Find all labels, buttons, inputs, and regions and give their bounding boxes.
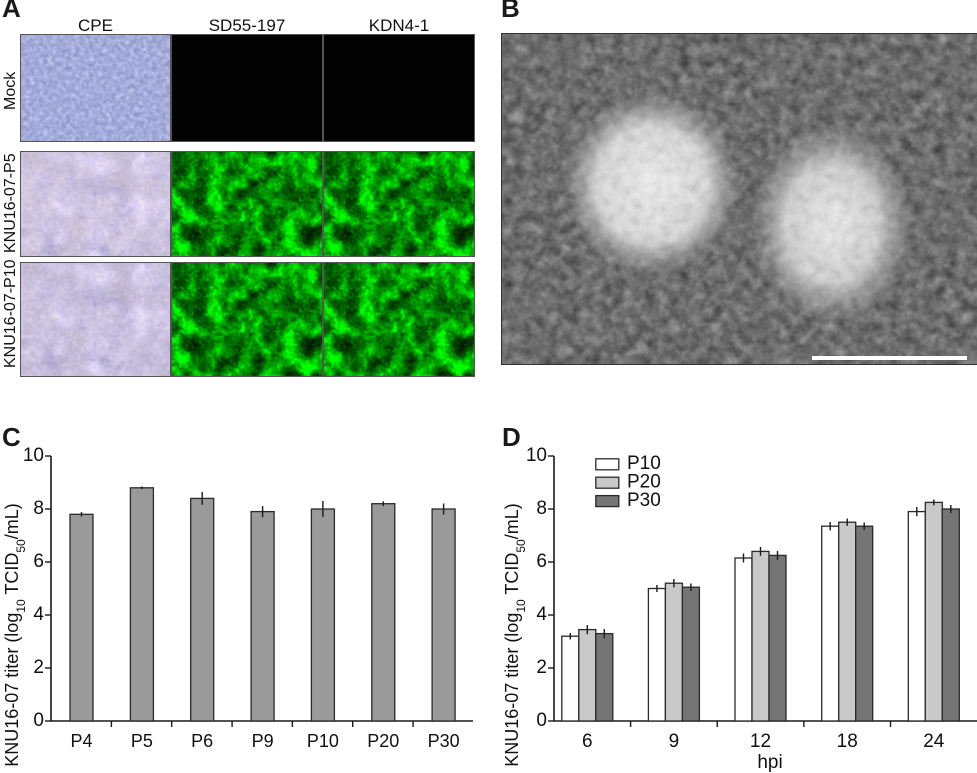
svg-text:P30: P30 bbox=[627, 490, 661, 511]
svg-text:KNU16-07 titer (log10 TCID50/m: KNU16-07 titer (log10 TCID50/mL) bbox=[2, 503, 28, 766]
svg-text:10: 10 bbox=[526, 445, 547, 466]
svg-text:4: 4 bbox=[33, 604, 44, 625]
svg-text:24: 24 bbox=[923, 731, 945, 752]
svg-text:8: 8 bbox=[33, 498, 44, 519]
svg-text:P20: P20 bbox=[367, 731, 399, 751]
svg-text:2: 2 bbox=[536, 657, 547, 678]
svg-text:P30: P30 bbox=[428, 731, 460, 751]
svg-text:6: 6 bbox=[33, 551, 44, 572]
svg-text:9: 9 bbox=[669, 731, 680, 752]
svg-text:0: 0 bbox=[33, 710, 44, 731]
svg-text:P10: P10 bbox=[307, 731, 339, 751]
svg-text:P9: P9 bbox=[252, 731, 274, 751]
svg-text:10: 10 bbox=[23, 445, 44, 466]
svg-text:P4: P4 bbox=[70, 731, 92, 751]
svg-text:6: 6 bbox=[536, 551, 547, 572]
svg-text:2: 2 bbox=[33, 657, 44, 678]
svg-text:hpi: hpi bbox=[757, 752, 782, 773]
svg-text:4: 4 bbox=[536, 604, 547, 625]
svg-text:12: 12 bbox=[750, 731, 771, 752]
svg-text:6: 6 bbox=[582, 731, 593, 752]
svg-text:P5: P5 bbox=[131, 731, 153, 751]
svg-text:KNU16-07 titer (log10 TCID50/m: KNU16-07 titer (log10 TCID50/mL) bbox=[502, 503, 528, 766]
svg-text:P6: P6 bbox=[191, 731, 213, 751]
svg-text:0: 0 bbox=[536, 710, 547, 731]
svg-text:18: 18 bbox=[837, 731, 858, 752]
svg-text:8: 8 bbox=[536, 498, 547, 519]
